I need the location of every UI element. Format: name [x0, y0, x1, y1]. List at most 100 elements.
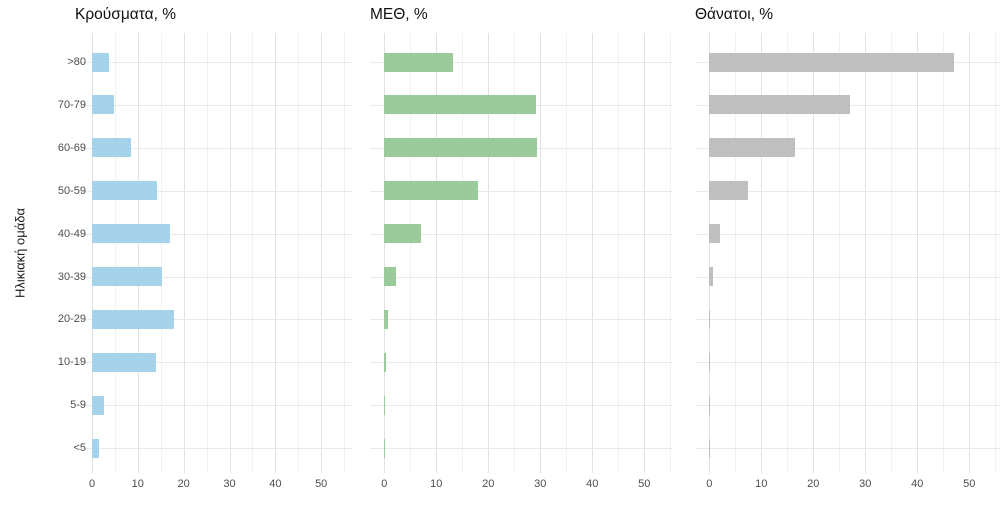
- row-gridline->80: [79, 62, 352, 63]
- gridline-major-20: [488, 33, 490, 473]
- row-gridline-30-39: [79, 276, 352, 278]
- bar-30-39: [92, 267, 163, 286]
- gridline-minor-25: [839, 33, 841, 473]
- x-tick-label-20: 20: [482, 478, 495, 490]
- x-tick-label-20: 20: [807, 478, 820, 490]
- row-gridline-50-59: [79, 190, 352, 192]
- row-gridline-50-59: [696, 190, 1000, 192]
- bar-<5: [92, 438, 99, 458]
- chart-title-1: Κρούσματα, %: [75, 6, 176, 23]
- chart-title-3: Θάνατοι, %: [695, 6, 774, 23]
- gridline-major-30: [540, 33, 542, 473]
- row-gridline-5-9: [696, 405, 1000, 407]
- row-gridline-60-69: [79, 147, 352, 149]
- gridline-major-20: [183, 33, 185, 473]
- bar-<5: [384, 438, 386, 458]
- gridline-major-50: [644, 33, 646, 473]
- gridline-minor-15: [462, 33, 464, 473]
- gridline-major-50: [969, 33, 971, 473]
- x-tick-label-40: 40: [586, 478, 599, 490]
- gridline-major-40: [917, 33, 919, 473]
- gridline-minor-55: [995, 33, 997, 473]
- row-gridline-<5: [79, 448, 352, 450]
- row-gridline-40-49: [79, 233, 352, 235]
- bar-50-59: [92, 181, 157, 201]
- gridline-minor-45: [618, 33, 620, 473]
- row-gridline-10-19: [79, 362, 352, 364]
- row-gridline-20-29: [696, 319, 1000, 321]
- x-tick-label-0: 0: [706, 478, 713, 490]
- bar-10-19: [92, 352, 156, 372]
- row-gridline-70-79: [79, 104, 352, 106]
- bar-20-29: [384, 309, 389, 329]
- bar-70-79: [92, 95, 114, 115]
- gridline-major-10: [761, 33, 763, 473]
- y-tick-label-70-79: 70-79: [57, 98, 86, 111]
- row-gridline-<5: [696, 448, 1000, 450]
- bar-5-9: [384, 395, 386, 415]
- bar-50-59: [709, 181, 748, 201]
- gridline-minor-15: [787, 33, 789, 473]
- gridline-major-0: [92, 33, 93, 473]
- bar-60-69: [709, 138, 796, 158]
- x-tick-label-40: 40: [911, 478, 924, 490]
- row-gridline-40-49: [696, 233, 1000, 235]
- gridline-major-10: [436, 33, 438, 473]
- bar-50-59: [384, 181, 478, 201]
- gridline-major-0: [384, 33, 386, 473]
- gridline-minor-5: [735, 33, 737, 473]
- bar-70-79: [384, 95, 536, 115]
- gridline-minor-5: [410, 33, 412, 473]
- y-tick-label-<5: <5: [73, 442, 86, 455]
- y-tick-label-5-9: 5-9: [70, 399, 86, 412]
- y-tick-label-10-19: 10-19: [57, 356, 86, 369]
- row-gridline-20-29: [370, 319, 672, 321]
- x-tick-label-30: 30: [223, 478, 236, 490]
- gridline-minor-25: [514, 33, 516, 473]
- bar-40-49: [92, 224, 171, 244]
- x-tick-label-30: 30: [859, 478, 872, 490]
- y-tick-label->80: >80: [67, 56, 86, 68]
- gridline-minor-5: [114, 33, 116, 473]
- gridline-minor-45: [943, 33, 945, 473]
- row-gridline-<5: [370, 448, 672, 450]
- gridline-major-0: [709, 33, 711, 473]
- bar-70-79: [709, 95, 851, 115]
- y-tick-label-40-49: 40-49: [57, 227, 86, 240]
- gridline-minor-25: [206, 33, 208, 473]
- gridline-major-20: [813, 33, 815, 473]
- row-gridline-30-39: [696, 276, 1000, 278]
- x-tick-label-10: 10: [430, 478, 443, 490]
- bar-20-29: [709, 309, 711, 329]
- gridline-major-40: [275, 33, 277, 473]
- bar->80: [709, 52, 954, 72]
- gridline-minor-35: [891, 33, 893, 473]
- gridline-major-30: [865, 33, 867, 473]
- y-axis-title: Ηλικιακή ομάδα: [12, 207, 28, 299]
- bar-40-49: [384, 224, 422, 244]
- gridline-major-10: [137, 33, 139, 473]
- row-gridline-30-39: [370, 276, 672, 278]
- bar-10-19: [384, 352, 386, 372]
- gridline-minor-45: [298, 33, 300, 473]
- y-tick-label-60-69: 60-69: [57, 141, 86, 154]
- bar-10-19: [709, 352, 711, 372]
- x-tick-label-50: 50: [638, 478, 651, 490]
- row-gridline-10-19: [696, 362, 1000, 364]
- chart-title-2: ΜΕΘ, %: [370, 6, 428, 23]
- gridline-major-40: [592, 33, 594, 473]
- row-gridline-5-9: [370, 405, 672, 407]
- x-tick-label-0: 0: [88, 478, 96, 490]
- bar-30-39: [384, 267, 397, 286]
- x-tick-label-40: 40: [269, 478, 282, 490]
- bar-30-39: [709, 267, 714, 286]
- row-gridline-60-69: [696, 147, 1000, 149]
- gridline-minor-55: [670, 33, 672, 473]
- row-gridline-5-9: [79, 405, 352, 407]
- bar-40-49: [709, 224, 720, 244]
- gridline-minor-15: [160, 33, 162, 473]
- row-gridline-20-29: [79, 319, 352, 321]
- row-gridline->80: [370, 62, 672, 63]
- y-tick-label-20-29: 20-29: [57, 313, 86, 326]
- bar-5-9: [92, 395, 105, 415]
